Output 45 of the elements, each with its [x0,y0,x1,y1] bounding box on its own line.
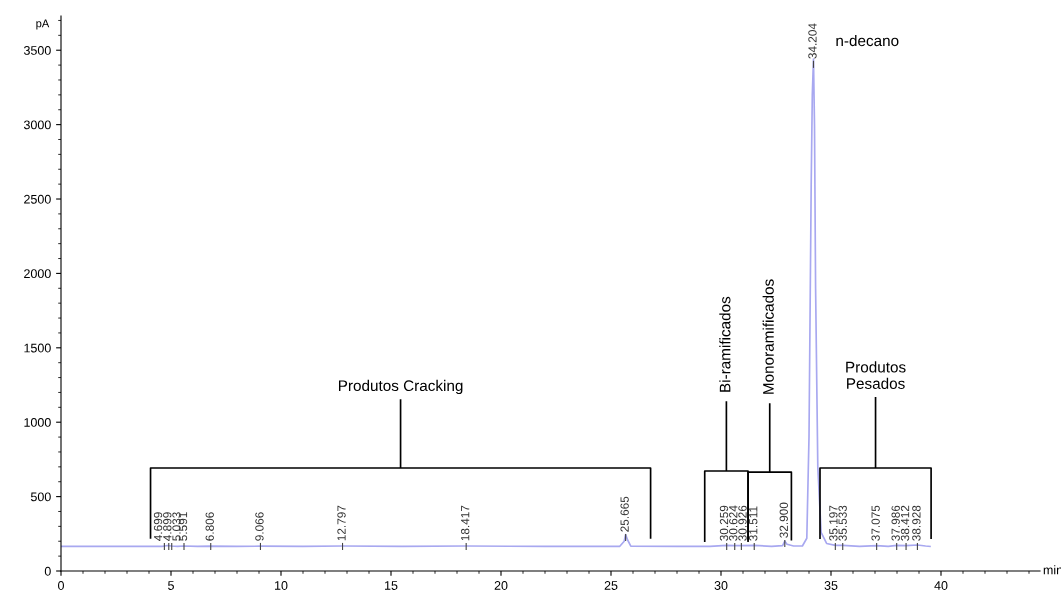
annotation: Monoramificados [762,279,774,394]
annotation: Produtos Pesados [846,361,906,389]
annotation: 5.033 [172,512,181,541]
x-tick-label: 40 [934,581,948,590]
annotation: 25.665 [620,496,629,532]
annotation: 5.591 [178,512,188,541]
annotation: Bi-ramificados [719,296,731,392]
y-tick-label: 1500 [24,343,51,353]
x-tick-label: 0 [58,581,64,590]
y-tick-label: 2000 [24,269,51,279]
x-tick-label: 20 [494,581,508,590]
y-tick-label: 2500 [24,194,51,204]
annotation: 4.699 [153,512,163,541]
annotation: 12.797 [337,505,346,541]
annotation: 18.417 [460,505,470,541]
x-tick-label: 30 [714,581,728,590]
annotation: n-decano [836,34,899,47]
annotation: 38.412 [900,505,910,541]
x-tick-label: 10 [275,581,288,590]
annotation: 32.900 [779,502,788,538]
y-axis-title: pA [36,19,50,30]
annotation: 30.926 [738,505,747,541]
y-tick-label: 3000 [23,120,51,130]
x-tick-label: 15 [385,581,398,590]
annotation: 4.899 [163,512,172,541]
x-tick-label: 5 [168,581,174,590]
y-tick-label: 0 [44,566,51,576]
x-tick-label: 25 [604,581,618,590]
annotation: 35.533 [838,505,847,541]
annotation: 6.806 [205,512,214,541]
annotation: 38.928 [912,505,921,541]
y-tick-label: 3500 [23,46,51,55]
annotation: 31.511 [749,506,758,541]
annotation: 37.986 [891,505,900,541]
annotation: 9.066 [255,512,264,541]
y-tick-label: 1000 [24,418,51,427]
annotation: 35.197 [829,505,838,541]
annotation: 30.259 [719,505,729,541]
x-tick-label: 35 [824,581,838,590]
annotation: 37.075 [871,505,880,541]
line-series [61,58,931,548]
annotation: 34.204 [808,23,817,59]
annotation: Produtos Cracking [338,379,463,395]
y-tick-label: 500 [30,492,51,502]
annotation: 30.624 [729,505,738,541]
